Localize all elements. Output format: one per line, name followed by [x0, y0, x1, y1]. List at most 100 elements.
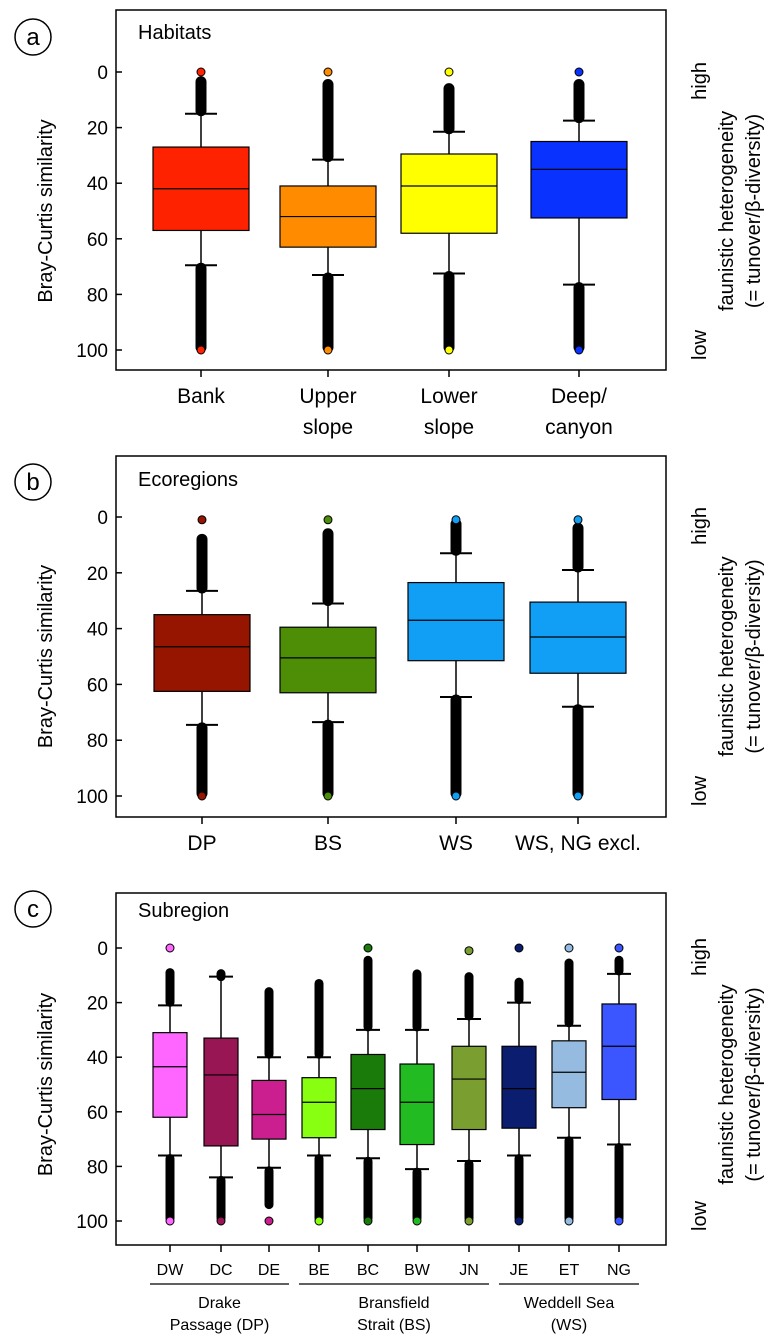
- box-iqr: [301, 1077, 337, 1139]
- extreme-point-min: [564, 943, 574, 953]
- extreme-point-min: [323, 67, 333, 77]
- extreme-point-max: [165, 1216, 175, 1226]
- extreme-point-max: [323, 345, 333, 355]
- category-label: Bank: [177, 385, 225, 408]
- category-label: WS: [439, 832, 473, 855]
- group-0: Drake Passage (DP): [150, 1283, 289, 1334]
- plot-frame: [115, 9, 667, 371]
- y-tick-label: 0: [97, 939, 108, 960]
- box-iqr: [501, 1045, 537, 1129]
- extreme-point-min: [165, 943, 175, 953]
- group-label-line2: Strait (BS): [357, 1317, 431, 1334]
- y-tick-label: 100: [76, 341, 108, 362]
- group-label-line2: Passage (DP): [170, 1317, 270, 1334]
- box-6: JN: [451, 946, 487, 1279]
- plot-frame: [115, 892, 667, 1246]
- group-1: Bransfield Strait (BS): [299, 1283, 489, 1334]
- right-label-high: high: [689, 62, 711, 100]
- box-iqr: [350, 1053, 386, 1131]
- y-axis-label: Bray-Curtis similarity: [35, 565, 57, 748]
- box-iqr: [451, 1045, 487, 1131]
- panel-label: b: [26, 469, 39, 496]
- y-tick-label: 40: [87, 174, 108, 195]
- y-tick-label: 20: [87, 564, 108, 585]
- box-iqr: [551, 1040, 587, 1109]
- category-label: DP: [187, 832, 216, 855]
- panel-label-circle: [14, 18, 52, 56]
- y-tick-label: 80: [87, 285, 108, 306]
- box-3: WS, NG excl.: [515, 515, 641, 855]
- right-label-low: low: [689, 1200, 711, 1231]
- y-tick-label: 0: [97, 508, 108, 529]
- box-1: BS: [279, 515, 377, 855]
- extreme-point-min: [451, 515, 461, 525]
- y-tick-label: 100: [76, 787, 108, 808]
- y-tick-label: 60: [87, 675, 108, 696]
- extreme-point-max: [314, 1216, 324, 1226]
- box-4: BC: [350, 943, 386, 1279]
- extreme-point-min: [196, 67, 206, 77]
- extreme-point-max: [264, 1216, 274, 1226]
- box-2: WS: [407, 515, 505, 855]
- group-label-line1: Bransfield: [358, 1295, 429, 1312]
- box-iqr: [251, 1079, 287, 1140]
- extreme-point-max: [444, 345, 454, 355]
- box-iqr: [152, 1032, 188, 1118]
- y-tick-label: 20: [87, 994, 108, 1015]
- extreme-point-max: [514, 1216, 524, 1226]
- y-tick-label: 20: [87, 119, 108, 140]
- y-tick-label: 100: [76, 1212, 108, 1233]
- extreme-point-max: [574, 345, 584, 355]
- box-iqr: [530, 140, 628, 219]
- box-iqr: [601, 1003, 637, 1101]
- box-iqr: [399, 1063, 435, 1146]
- category-label: DE: [258, 1262, 280, 1279]
- plot-frame: [115, 455, 667, 818]
- panel-label-circle: [14, 890, 52, 928]
- group-label-line1: Weddell Sea: [524, 1295, 615, 1312]
- right-label-low: low: [689, 329, 711, 360]
- category-label: BE: [308, 1262, 329, 1279]
- box-iqr: [279, 626, 377, 694]
- box-3: Deep/canyon: [530, 67, 628, 439]
- category-label: DW: [157, 1262, 185, 1279]
- panel-label: c: [27, 896, 39, 923]
- y-tick-label: 40: [87, 620, 108, 641]
- extreme-point-min: [614, 943, 624, 953]
- panel-label: a: [26, 24, 40, 51]
- extreme-point-max: [363, 1216, 373, 1226]
- category-label: NG: [607, 1262, 631, 1279]
- extreme-point-max: [197, 791, 207, 801]
- box-1: DC: [203, 969, 239, 1279]
- extreme-point-min: [323, 515, 333, 525]
- extreme-point-min: [197, 515, 207, 525]
- y-axis-label: Bray-Curtis similarity: [35, 119, 57, 302]
- panel-title: Habitats: [138, 22, 211, 44]
- y-axis-label: Bray-Curtis similarity: [35, 993, 57, 1176]
- box-0: DW: [152, 943, 188, 1279]
- extreme-point-min: [574, 67, 584, 77]
- extreme-point-max: [464, 1216, 474, 1226]
- extreme-point-max: [564, 1216, 574, 1226]
- category-label: BC: [357, 1262, 379, 1279]
- extreme-point-max: [573, 791, 583, 801]
- extreme-point-max: [451, 791, 461, 801]
- group-label-line2: (WS): [551, 1317, 587, 1334]
- y-tick-label: 80: [87, 1157, 108, 1178]
- right-caption-line2: (= tunover/β-diversity): [743, 559, 765, 753]
- group-2: Weddell Sea (WS): [499, 1283, 639, 1334]
- box-8: ET: [551, 943, 587, 1279]
- box-iqr: [407, 581, 505, 662]
- category-label: ET: [559, 1262, 580, 1279]
- panel-title: Ecoregions: [138, 469, 238, 491]
- right-caption-line2: (= tunover/β-diversity): [743, 114, 765, 308]
- box-0: Bank: [152, 67, 250, 408]
- category-label: DC: [209, 1262, 232, 1279]
- extreme-point-max: [216, 1216, 226, 1226]
- category-label: BW: [404, 1262, 431, 1279]
- panel-b: b Ecoregions 0 20 40 60 80 100 Bray-Curtis simil…: [14, 455, 765, 855]
- category-label: Upper: [299, 385, 356, 408]
- panel-label-circle: [14, 463, 52, 501]
- panel-title: Subregion: [138, 900, 229, 922]
